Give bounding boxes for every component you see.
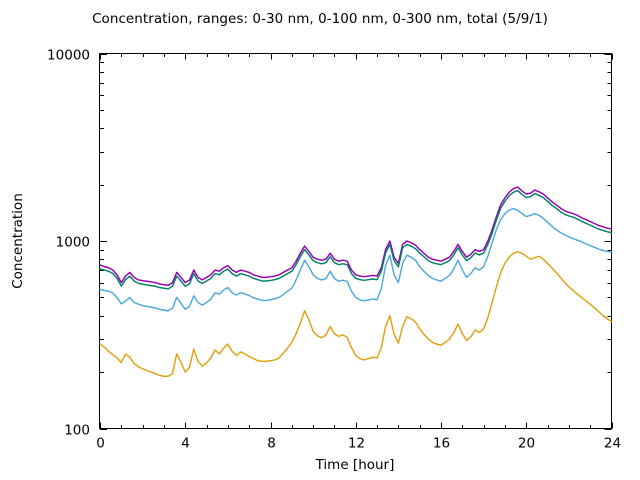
series-line-0-100-nm <box>99 207 613 312</box>
x-tick-label: 24 <box>604 436 621 452</box>
plot-frame <box>98 52 613 430</box>
y-axis-title: Concentration <box>10 193 26 289</box>
y-tick-label: 10000 <box>47 48 90 64</box>
series-line-total <box>99 186 613 287</box>
x-tick-label: 8 <box>267 436 276 452</box>
x-axis-title: Time [hour] <box>315 457 395 473</box>
x-axis-ticks <box>99 53 614 429</box>
series-line-0-30-nm <box>99 251 613 377</box>
x-tick-label: 12 <box>348 436 365 452</box>
x-tick-label: 20 <box>518 436 535 452</box>
x-tick-label: 0 <box>96 436 105 452</box>
x-axis-tick-labels: 0 4 8 12 16 20 24 <box>96 436 621 452</box>
y-axis-ticks <box>100 53 612 431</box>
data-series-group <box>99 186 613 377</box>
series-line-0-300-nm <box>99 189 613 290</box>
y-tick-label: 100 <box>64 423 90 439</box>
chart-title: Concentration, ranges: 0-30 nm, 0-100 nm… <box>92 11 548 27</box>
y-tick-label: 1000 <box>56 235 90 251</box>
x-tick-label: 4 <box>181 436 190 452</box>
x-tick-label: 16 <box>433 436 450 452</box>
y-axis-tick-labels: 100 1000 10000 <box>47 48 90 439</box>
